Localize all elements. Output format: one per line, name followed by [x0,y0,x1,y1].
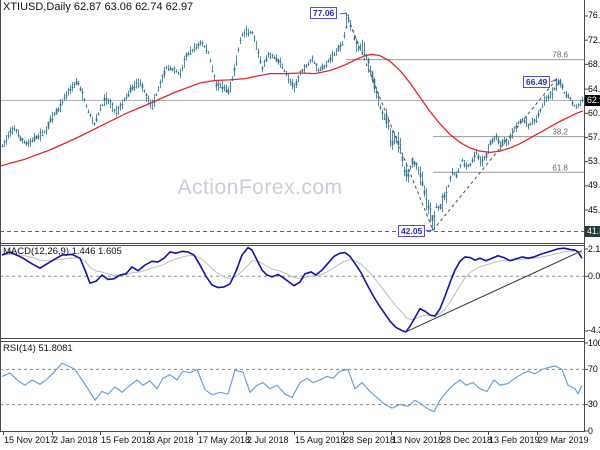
axis-tick-label: 72.70 [588,34,600,45]
axis-tick-label: 30 [588,399,598,410]
fib-level-label: 78.6 [552,51,568,60]
date-tick-label: 2 Jan 2018 [53,435,98,445]
date-tick-label: 17 May 2018 [198,435,251,445]
axis-tick-label: 64.80 [588,83,600,94]
marker-high-77-06: 77.06 [310,7,338,19]
watermark: ActionForex.com [177,176,343,199]
axis-tick-label: -4.381 [588,325,600,336]
axis-tick-label: 100 [588,337,600,348]
rsi-panel [0,362,584,413]
date-tick-label: 13 Nov 2018 [392,435,444,445]
axis-tick-label: 49.20 [588,180,600,191]
axis-tick-label: 60.90 [588,107,600,118]
fib-level-label: 61.8 [552,163,568,172]
date-tick-label: 28 Sep 2018 [344,435,396,445]
axis-tick-label: 45.30 [588,204,600,215]
axis-tick-label: 53.10 [588,156,600,167]
date-tick-label: 15 Nov 2017 [4,435,56,445]
chart-title: XTIUSD,Daily 62.87 63.06 62.74 62.97 [3,1,194,13]
axis-tick-label: 76.60 [588,10,600,21]
date-tick-label: 3 Apr 2018 [150,435,194,445]
main-price-panel: 78.6 38.2 61.8 [0,12,584,233]
support-level-label: 41.83 [585,226,600,237]
date-tick-label: 15 Aug 2018 [295,435,346,445]
current-price-label: 62.97 [585,95,600,106]
axis-tick-label: 68.80 [588,58,600,69]
axis-tick-label: 57.00 [588,131,600,142]
axis-tick-label: 0.00 [588,270,600,281]
marker-swing-66-49: 66.49 [523,76,551,88]
rsi-panel-label: RSI(14) 51.8081 [3,343,73,354]
date-tick-label: 13 Feb 2019 [489,435,540,445]
axis-tick-label: 70 [588,363,598,374]
macd-panel-label: MACD(12,26,9) 1.446 1.605 [3,246,122,257]
date-tick-label: 2 Jul 2018 [247,435,289,445]
date-tick-label: 28 Dec 2018 [441,435,493,445]
axis-tick-label: 0 [588,425,593,436]
date-tick-label: 15 Feb 2018 [101,435,152,445]
date-tick-label: 29 Mar 2019 [538,435,589,445]
fib-level-label: 38.2 [552,128,568,137]
macd-panel [0,246,584,333]
marker-low-42-05: 42.05 [398,225,426,237]
axis-tick-label: 2.187 [588,243,600,254]
